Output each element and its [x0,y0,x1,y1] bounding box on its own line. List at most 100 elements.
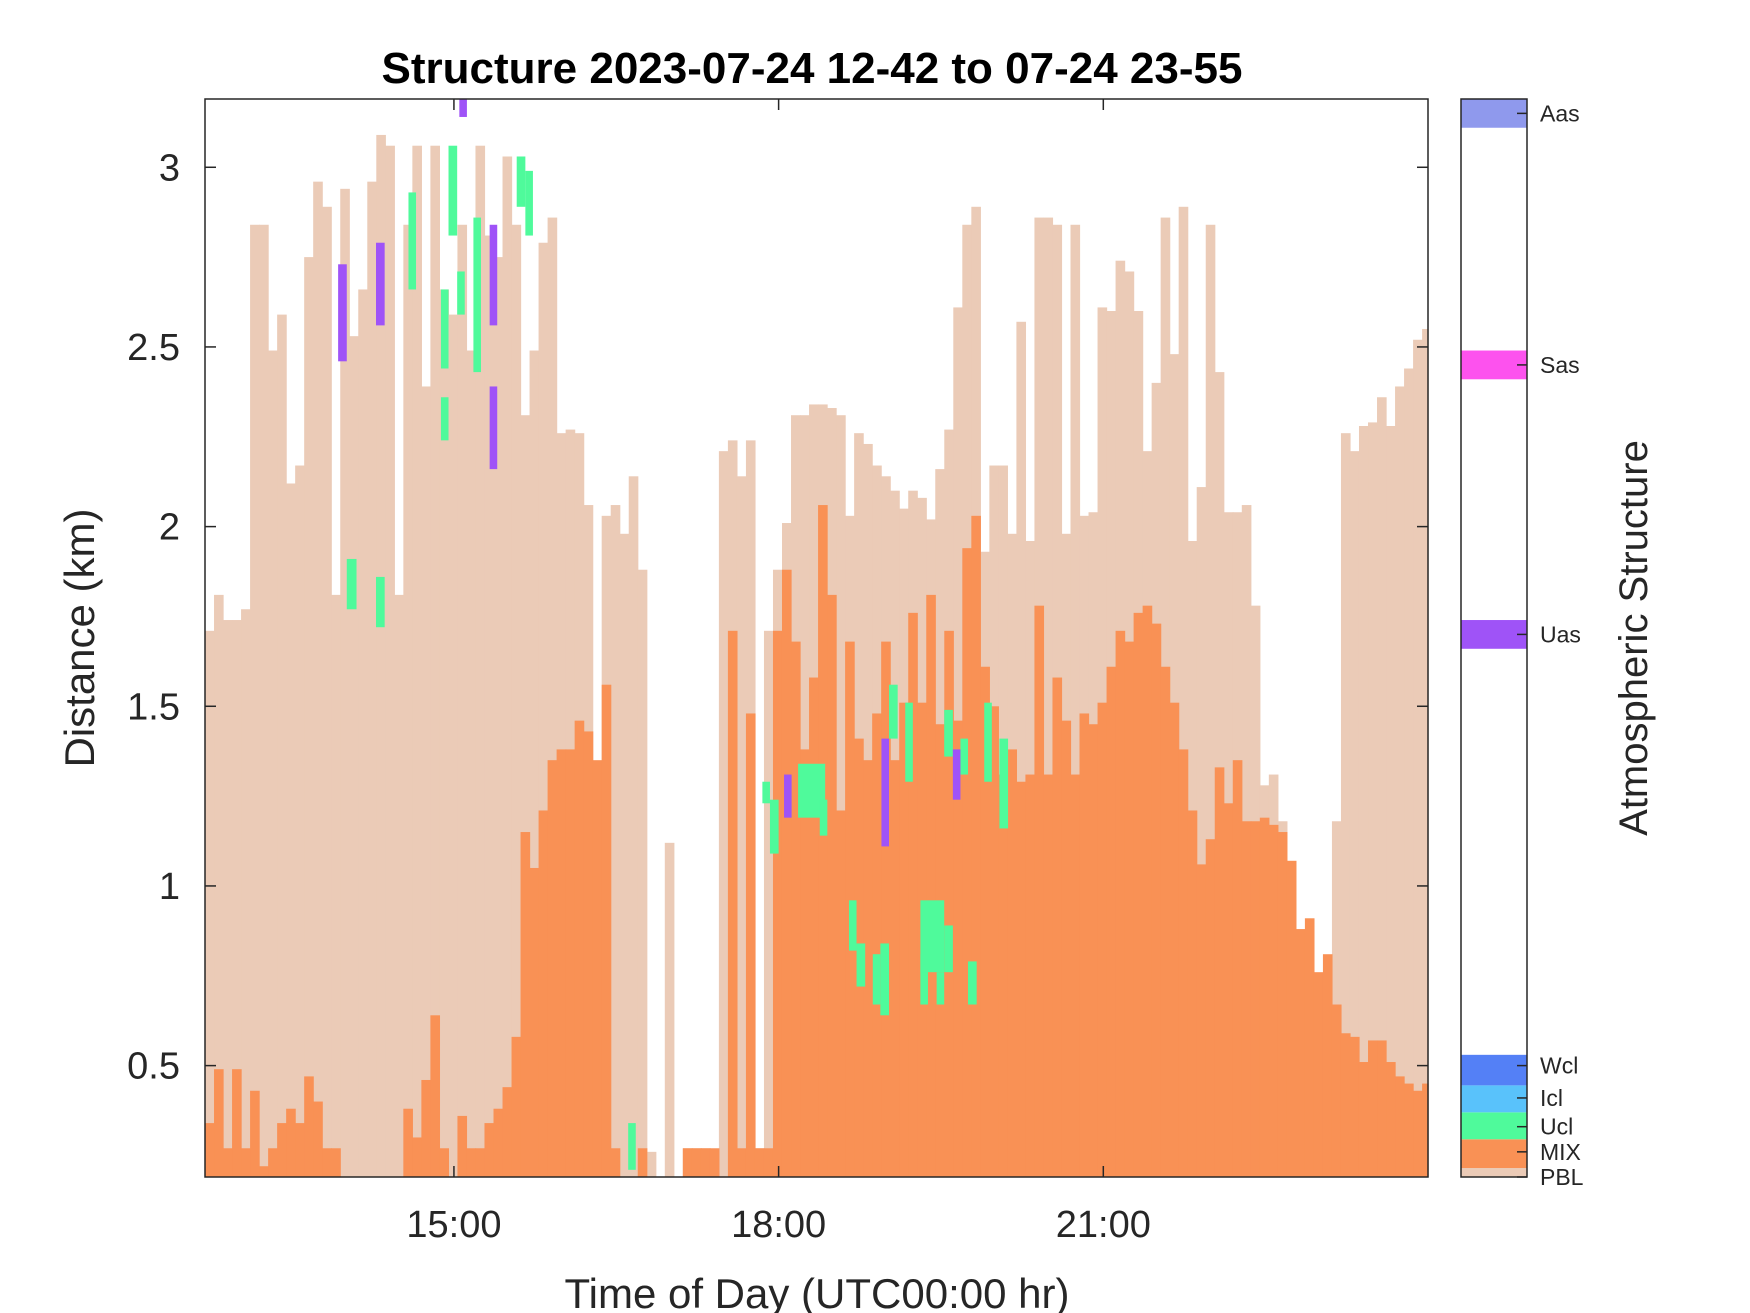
y-axis-ticks: 0.5 1 1.5 2 2.5 3 [127,147,1428,1088]
mix-column [791,641,801,1177]
mix-column [250,1090,260,1177]
ucl-segment [905,702,913,782]
pbl-column [1349,451,1360,1177]
mix-column [1322,954,1333,1177]
pbl-column [1178,206,1189,1178]
mix-column [971,515,981,1177]
mix-column [502,1087,513,1177]
mix-column [700,1148,711,1177]
mix-column [989,706,999,1177]
mix-column [1395,1076,1405,1177]
mix-column [1070,774,1081,1177]
mix-column [1025,774,1036,1177]
mix-column [286,1108,296,1177]
ucl-segment [628,1123,636,1170]
colorbar-label-pbl: PBL [1540,1164,1584,1190]
mix-column [1286,860,1297,1177]
mix-column [1214,767,1225,1177]
mix-column [223,1148,233,1177]
mix-column [691,1148,702,1177]
mix-column [881,641,891,1177]
mix-column [547,760,558,1177]
uas-segment [459,99,467,117]
ucl-segment [819,799,828,836]
colorbar-swatch-sas [1461,350,1527,380]
ucl-segment [920,900,945,973]
mix-column [313,1101,323,1177]
pbl-column [403,224,413,1177]
y-tick-label: 2 [159,507,180,549]
mix-column [1404,1083,1414,1177]
colorbar-swatch-wcl [1461,1054,1527,1086]
ucl-segment [968,961,977,1005]
mix-column [926,594,936,1177]
pbl-column [529,350,540,1177]
pbl-column [718,451,729,1177]
mix-column [259,1166,269,1177]
pbl-column [1043,217,1054,1177]
colorbar-swatch-uas [1461,620,1527,649]
uas-segment [338,264,347,362]
pbl-column [1377,397,1387,1177]
pbl-column [241,609,251,1177]
mix-column [890,760,900,1177]
pbl-column [268,350,278,1177]
mix-column [1277,832,1288,1177]
pbl-column [214,594,224,1177]
mix-column [962,548,972,1177]
colorbar-label-aas: Aas [1540,100,1580,126]
plot-area: 15:00 18:00 21:00 0.5 1 1.5 2 2.5 3 [127,98,1429,1246]
mix-column [241,1148,251,1177]
uas-segment [952,749,961,800]
ucl-segment [457,271,465,315]
mix-column [538,810,549,1177]
mix-column [1386,1062,1396,1177]
pbl-column [1196,487,1207,1178]
colorbar-swatch-ucl [1461,1112,1527,1140]
mix-column [899,702,909,1177]
pbl-column [304,257,314,1177]
mix-column [466,1148,477,1177]
colorbar-label-ucl: Ucl [1540,1114,1573,1140]
pbl-column [250,224,260,1177]
pbl-column [619,533,630,1177]
pbl-column [376,134,386,1177]
mix-column [331,1148,341,1177]
mix-column [412,1137,422,1177]
uas-segment [881,738,890,847]
y-tick-label: 0.5 [127,1046,180,1088]
colorbar-swatch-aas [1461,99,1527,128]
mix-column [484,1123,495,1177]
mix-column [1016,781,1027,1177]
colorbar-label-wcl: Wcl [1540,1053,1578,1079]
pbl-column [475,145,486,1177]
pbl-column [367,181,377,1177]
pbl-column [286,483,296,1177]
colorbar-swatch-mix [1461,1139,1527,1169]
pbl-column [331,594,341,1177]
ucl-segment [769,799,779,854]
mix-column [1097,702,1108,1177]
mix-column [583,731,594,1177]
pbl-column [1016,321,1027,1178]
ucl-segment [408,192,417,290]
colorbar-label-uas: Uas [1540,621,1581,647]
pbl-column [223,620,233,1177]
x-axis-label: Time of Day (UTC00:00 hr) [565,1270,1070,1313]
pbl-column [484,235,495,1178]
mix-column [1151,623,1162,1177]
ucl-segment [848,900,857,951]
pbl-column [277,314,287,1178]
pbl-column [439,289,450,1177]
mix-column [1422,1083,1429,1177]
mix-column [277,1123,287,1177]
mix-column [1196,864,1207,1177]
mix-column [944,630,954,1177]
mix-column [421,1079,431,1177]
mix-column [953,720,963,1177]
y-axis-label: Distance (km) [56,508,103,767]
pbl-column [466,350,477,1177]
